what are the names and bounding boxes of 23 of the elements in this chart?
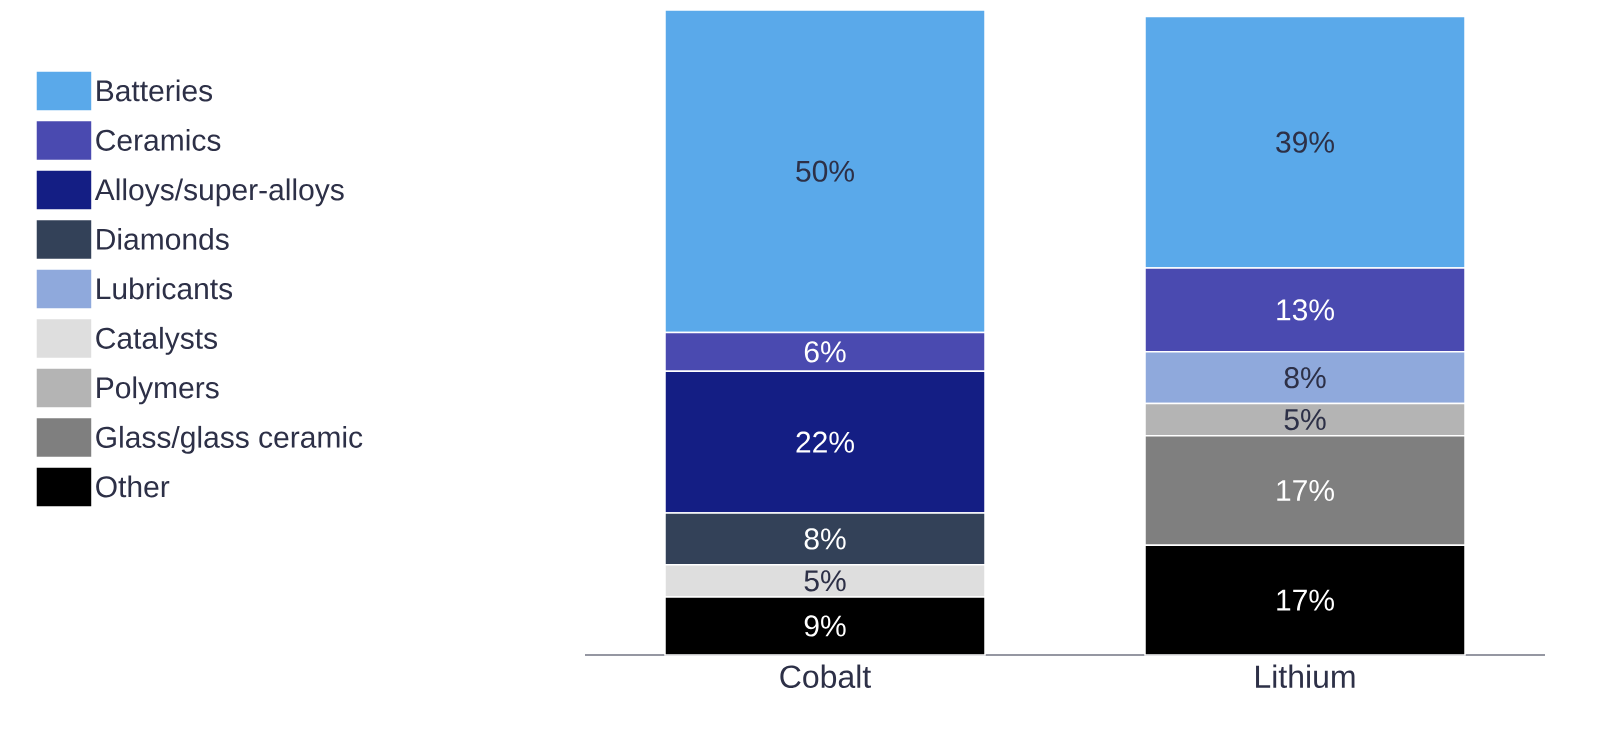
data-label: 8%: [1284, 367, 1326, 389]
data-label: 39%: [1276, 131, 1334, 153]
legend-label: Ceramics: [96, 128, 221, 151]
data-label: 50%: [796, 160, 854, 182]
legend-label: Lubricants: [97, 277, 233, 300]
legend-label: Other: [96, 475, 170, 498]
data-label: 6%: [804, 341, 846, 363]
data-label: 5%: [804, 570, 846, 592]
data-label: 13%: [1277, 299, 1334, 321]
legend-label: Catalysts: [96, 326, 217, 355]
data-label: 17%: [1277, 589, 1334, 611]
legend-label: Alloys/super-alloys: [94, 178, 344, 207]
legend-label: Polymers: [97, 376, 219, 405]
data-label: 8%: [804, 528, 846, 550]
legend-label: Glass/glass ceramic: [96, 425, 363, 454]
legend-label: Batteries: [97, 79, 213, 102]
x-tick-label: Lithium: [1256, 664, 1355, 689]
data-label: 17%: [1277, 480, 1334, 502]
data-label: 9%: [804, 615, 846, 637]
x-tick-label: Cobalt: [780, 664, 871, 689]
legend-label: Diamonds: [97, 227, 229, 250]
data-label: 22%: [796, 431, 854, 453]
data-label: 5%: [1284, 409, 1326, 431]
